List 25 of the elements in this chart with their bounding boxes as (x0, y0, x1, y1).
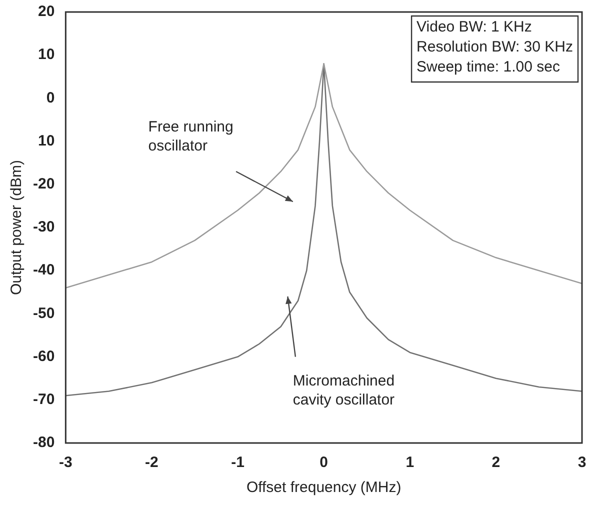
x-tick-label: 3 (578, 454, 586, 472)
annotation: Micromachined cavity oscillator (292, 372, 395, 409)
y-axis-title: Output power (dBm) (8, 160, 26, 296)
y-tick-label: 0 (46, 89, 55, 106)
x-tick-label: 2 (492, 454, 500, 472)
y-tick-label: -40 (32, 262, 55, 279)
y-tick-label: 10 (38, 132, 55, 150)
annotation: Free running oscillator (148, 118, 234, 154)
x-tick-label: 1 (406, 454, 414, 472)
y-tick-label: -50 (32, 304, 55, 322)
y-tick-label: -70 (32, 391, 55, 408)
x-tick-label: -3 (59, 454, 72, 472)
y-tick-label: 20 (38, 3, 55, 20)
x-tick-label: -2 (145, 454, 158, 472)
y-tick-label: -60 (32, 348, 55, 365)
x-tick-label: -1 (231, 454, 244, 472)
annotation: Resolution BW: 30 KHz (416, 38, 574, 56)
y-tick-label: -30 (32, 218, 55, 236)
annotation: Sweep time: 1.00 sec (416, 58, 560, 76)
y-tick-label: -80 (32, 434, 55, 452)
y-tick-label: 10 (38, 46, 55, 64)
x-axis-title: Offset frequency (MHz) (246, 479, 402, 496)
annotation: Video BW: 1 KHz (416, 18, 532, 36)
x-tick-label: 0 (320, 454, 328, 472)
y-tick-label: -20 (32, 176, 55, 193)
